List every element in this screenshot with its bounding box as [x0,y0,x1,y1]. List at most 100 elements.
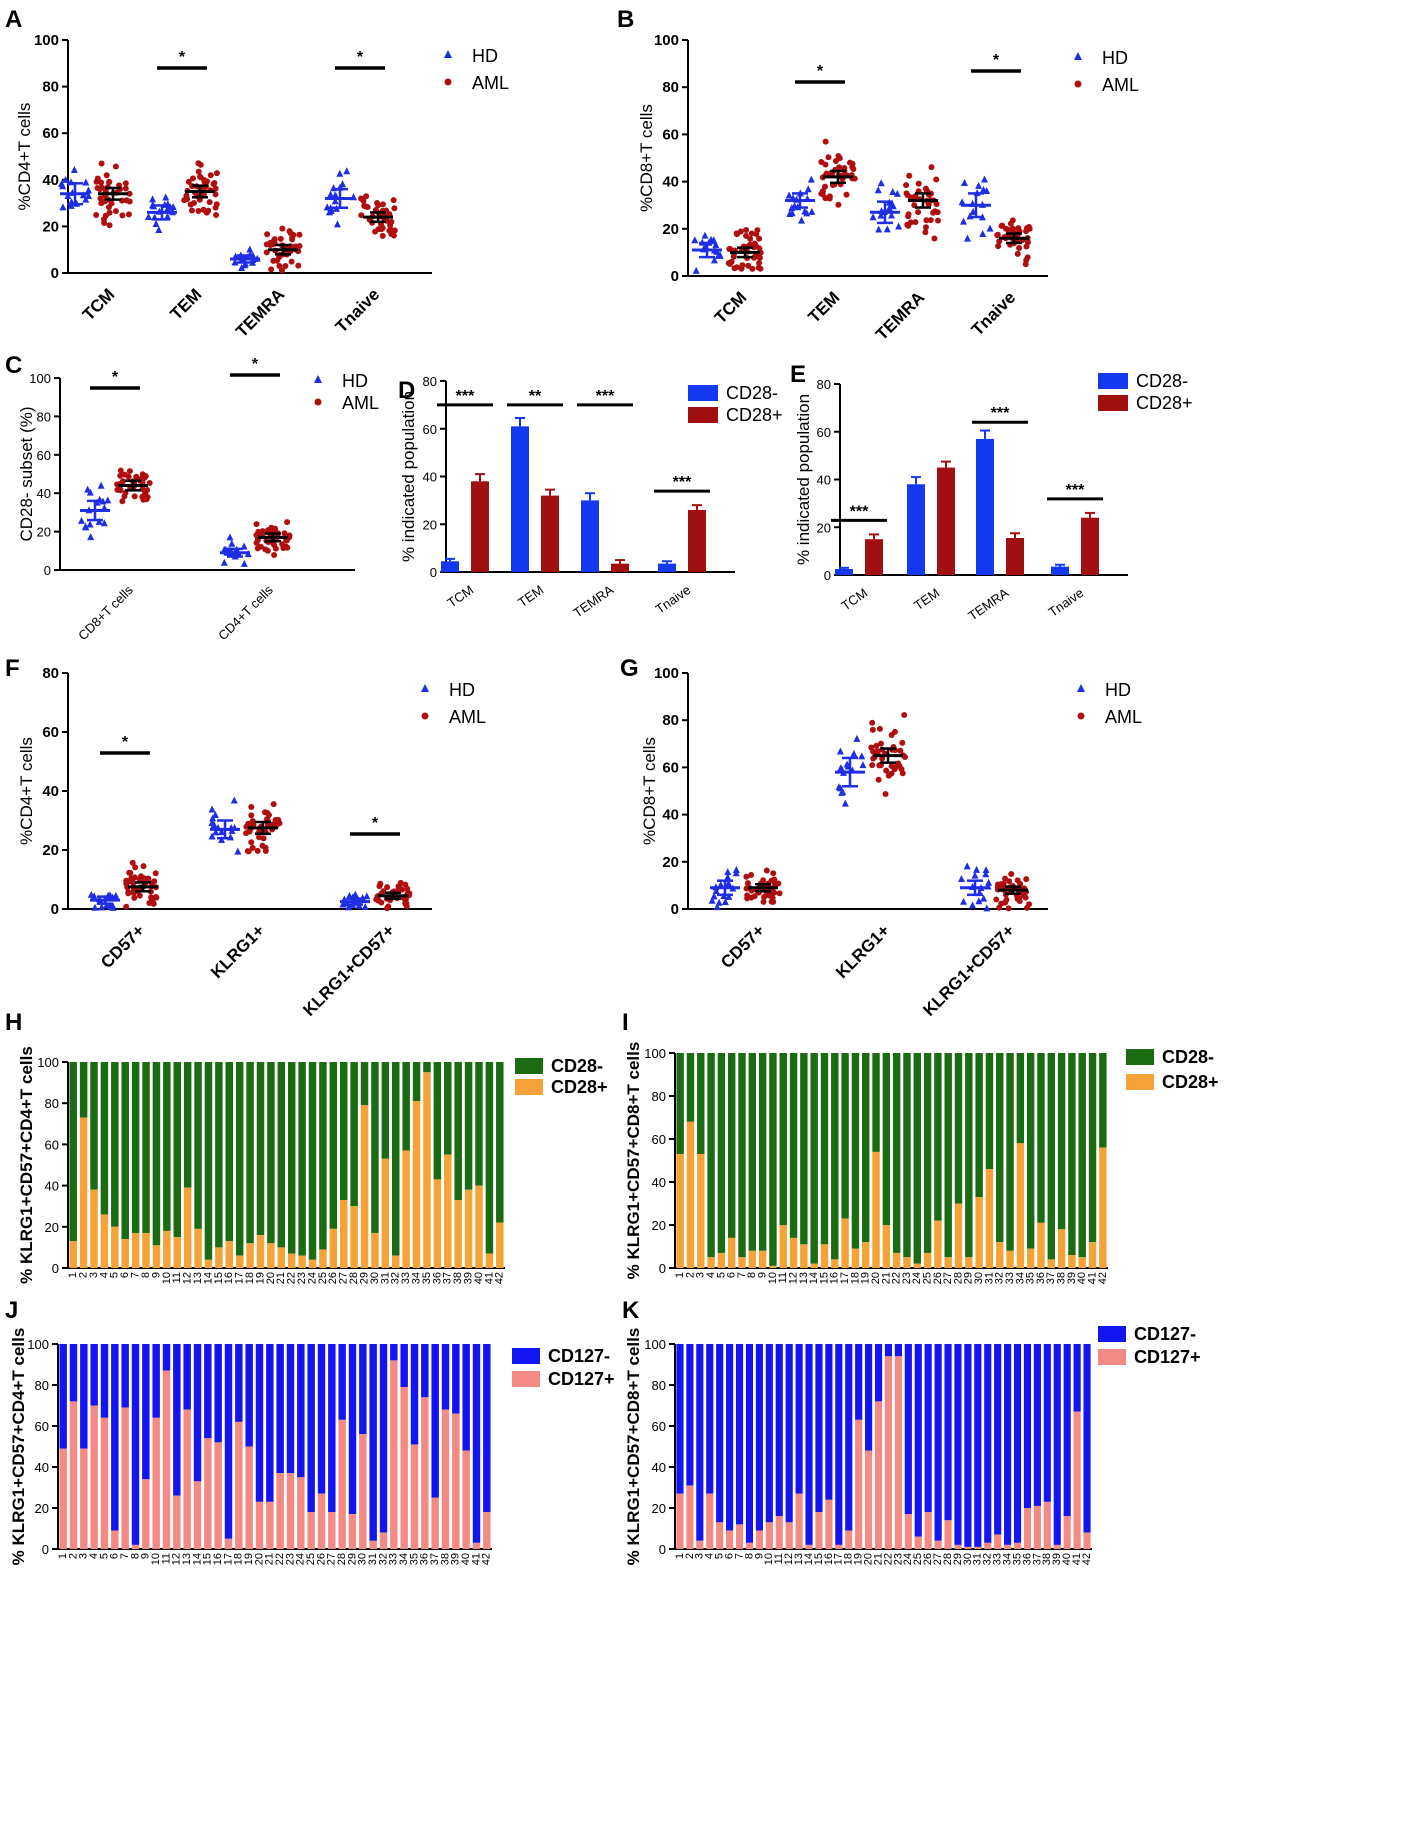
hd-point [960,897,968,905]
hd-point [889,188,897,196]
x-tick-label: TEM [515,582,546,610]
aml-point [836,155,843,162]
aml-point [727,246,734,253]
bar-segment-cd28+ [235,1255,244,1268]
aml-point [277,235,284,242]
bar-segment-cd28+ [1006,1250,1014,1268]
bar-segment-cd28- [738,1053,746,1258]
bar-segment-cd127- [286,1344,295,1474]
aml-point [906,172,913,179]
aml-point [131,894,138,901]
aml-point [292,243,299,250]
x-tick-label: 1 [674,1553,686,1559]
hd-point [327,190,335,198]
bar-segment-cd127+ [214,1442,222,1549]
aml-point [108,200,115,207]
x-tick-label: 34 [398,1553,410,1565]
significance-mark: * [122,734,129,751]
x-tick-label: 7 [736,1272,748,1278]
y-tick-label: 20 [662,221,679,238]
aml-point [899,770,906,777]
y-tick-label: 40 [662,174,679,191]
hd-point [91,903,99,911]
significance-mark: *** [1066,482,1085,499]
panel-label: K [622,1297,640,1324]
legend-label: AML [342,393,379,413]
hd-point [721,897,729,905]
hd-point [692,266,700,274]
bar-segment-cd127- [204,1344,212,1439]
bar-segment-cd28+ [975,1197,983,1268]
x-tick-label: 15 [202,1553,214,1565]
legend-marker-hd [1074,52,1082,60]
x-tick-label: 20 [253,1553,265,1565]
bar-segment-cd28+ [454,1200,462,1268]
bar-segment-cd127+ [755,1530,763,1549]
bar-segment-cd127+ [1053,1544,1061,1549]
bar-segment-cd127+ [245,1446,253,1549]
x-tick-label: KLRG1+CD57+ [299,921,398,1020]
aml-point [123,197,130,204]
bar-segment-cd127- [121,1344,129,1408]
bar-segment-cd127- [338,1344,346,1420]
aml-point [996,238,1003,245]
bar-segment-cd127- [785,1344,793,1523]
x-tick-label: 3 [88,1272,100,1278]
y-tick-label: 60 [42,724,59,741]
aml-point [874,749,881,756]
bar-segment-cd28+ [225,1241,234,1268]
legend-swatch [515,1058,543,1074]
y-tick-label: 60 [662,759,679,776]
bar-segment-cd127+ [1013,1542,1022,1549]
bar-segment-cd28+ [676,1154,684,1268]
x-tick-label: 26 [922,1553,934,1565]
y-tick-label: 60 [42,125,59,142]
aml-point [117,467,124,474]
aml-point [243,830,250,837]
x-tick-label: 2 [684,1272,696,1278]
y-tick-label: 60 [662,126,679,143]
y-tick-label: 40 [817,473,831,488]
bar-segment-cd28- [412,1062,421,1102]
bar-segment-cd28- [235,1062,244,1256]
hd-point [97,481,105,489]
aml-point [206,199,213,206]
aml-point [847,159,854,166]
x-tick-label: 13 [798,1272,810,1284]
aml-point [905,211,912,218]
bar-segment-cd28+ [152,1245,161,1268]
aml-point [150,900,157,907]
x-tick-label: 35 [408,1553,420,1565]
hd-point [963,234,971,242]
bar-segment-cd127- [162,1344,171,1371]
legend-swatch [1098,373,1128,389]
aml-point [843,191,850,198]
bar-segment-cd127+ [904,1514,912,1549]
x-tick-label: 8 [140,1272,152,1278]
bar-segment-cd28- [779,1053,787,1225]
aml-point [112,163,119,170]
bar-segment-cd127- [359,1344,367,1435]
bar-segment-cd127+ [914,1536,922,1549]
hd-point [85,192,93,200]
x-tick-label: 5 [98,1553,110,1559]
y-tick-label: 80 [662,79,679,96]
x-tick-label: 18 [843,1553,855,1565]
x-tick-label: 40 [1076,1272,1088,1284]
aml-point [121,471,128,478]
x-tick-label: TEMRA [232,285,288,341]
hd-point [70,165,78,173]
y-tick-label: 100 [644,1337,666,1352]
bar-segment-cd127+ [379,1532,388,1549]
aml-point [148,894,155,901]
aml-point [144,487,151,494]
aml-point [1016,895,1023,902]
aml-point [888,763,895,770]
x-tick-label: TCM [839,585,871,613]
y-axis-label: %CD8+T cells [637,104,656,212]
x-tick-label: 7 [119,1553,131,1559]
bar-segment-cd28+ [903,1257,911,1268]
aml-point [756,235,763,242]
x-tick-label: 5 [715,1272,727,1278]
aml-point [822,183,829,190]
